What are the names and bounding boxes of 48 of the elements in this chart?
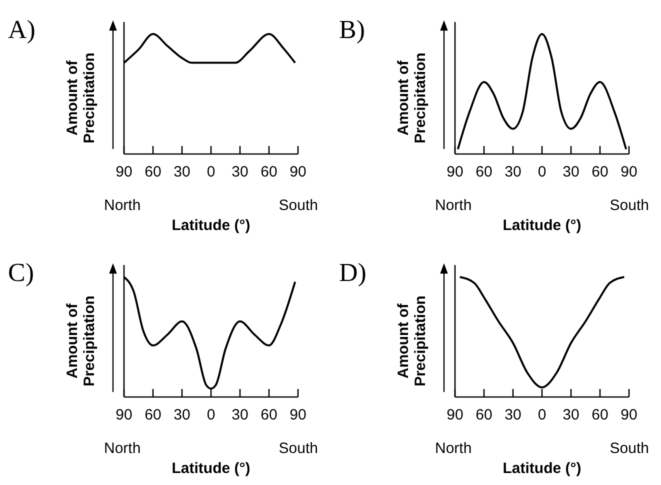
x-tick-label: 60 xyxy=(592,164,608,181)
text: South xyxy=(610,197,649,214)
x-tick-label: 60 xyxy=(260,164,278,181)
text: South xyxy=(610,440,649,457)
x-tick-label: 30 xyxy=(504,406,522,424)
chart-title: C) xyxy=(8,258,34,287)
x-tick-label: 90 xyxy=(620,406,638,424)
text: South xyxy=(278,197,318,214)
x-tick-label: 90 xyxy=(290,406,306,424)
x-tick-label: 30 xyxy=(232,406,248,424)
x-axis-title: Latitude (°) xyxy=(172,217,250,234)
chart-title: D) xyxy=(339,258,366,287)
x-tick-label: 60 xyxy=(476,406,492,424)
x-tick-label: 60 xyxy=(260,406,278,424)
text: North xyxy=(435,197,472,214)
chart-title: B) xyxy=(339,15,365,44)
x-tick-label: 0 xyxy=(538,164,546,181)
x-tick-label: 30 xyxy=(504,164,522,181)
x-tick-label: 60 xyxy=(144,164,162,181)
x-tick-label: 90 xyxy=(116,164,132,181)
x-tick-label: 30 xyxy=(562,164,580,181)
x-tick-label: 0 xyxy=(538,406,546,424)
x-tick-label: 30 xyxy=(562,406,580,424)
x-tick-label: 30 xyxy=(174,164,190,181)
x-axis-title: Latitude (°) xyxy=(502,217,582,234)
x-axis-title: Latitude (°) xyxy=(502,460,582,477)
x-tick-label: 90 xyxy=(290,164,306,181)
text: North xyxy=(435,440,472,457)
x-axis-title: Latitude (°) xyxy=(172,460,250,477)
y-axis-title: Amount of Precipitation xyxy=(395,52,429,144)
y-axis-title: Amount of Precipitation xyxy=(64,52,98,144)
text: South xyxy=(278,440,318,457)
chart-title: A) xyxy=(8,15,36,44)
x-tick-label: 0 xyxy=(206,164,216,181)
text: North xyxy=(104,197,141,214)
x-tick-label: 90 xyxy=(446,406,464,424)
y-axis-title: Amount of Precipitation xyxy=(395,296,429,386)
x-tick-label: 30 xyxy=(174,406,190,424)
x-tick-label: 0 xyxy=(206,406,216,424)
x-tick-label: 60 xyxy=(144,406,162,424)
text: North xyxy=(104,440,141,457)
x-tick-label: 60 xyxy=(592,406,608,424)
x-tick-label: 90 xyxy=(620,164,638,181)
x-tick-label: 30 xyxy=(232,164,248,181)
x-tick-label: 90 xyxy=(116,406,132,424)
x-tick-label: 60 xyxy=(476,164,492,181)
y-axis-title: Amount of Precipitation xyxy=(64,296,98,386)
x-tick-label: 90 xyxy=(446,164,464,181)
